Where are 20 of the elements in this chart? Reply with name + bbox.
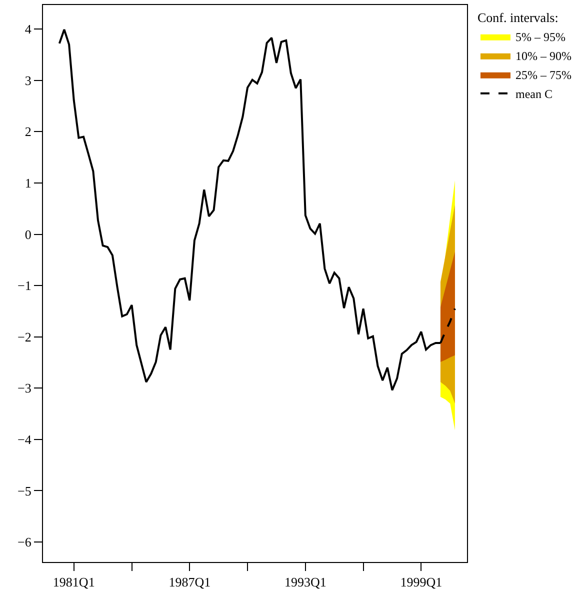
y-tick-label: −2 [18,329,32,344]
y-tick-label: 1 [24,176,32,191]
x-tick-label: 1987Q1 [168,574,211,590]
y-tick-label: −1 [18,278,32,294]
y-tick-label: −4 [18,432,32,447]
legend-label: 25% – 75% [515,68,572,82]
legend-label: 10% – 90% [515,49,572,64]
y-tick-label: 3 [24,72,32,88]
y-tick-label: −6 [18,534,32,550]
x-tick-label: 1981Q1 [52,574,95,590]
y-tick-label: −3 [18,380,32,396]
legend-label: 5% – 95% [515,30,566,44]
y-tick-label: 2 [24,124,32,140]
y-tick-label: 0 [24,226,32,242]
y-tick-label: 4 [24,22,32,37]
legend-title: Conf. intervals: [477,10,558,25]
y-tick-label: −5 [18,483,32,498]
legend-label: mean C [515,87,552,102]
x-tick-label: 1993Q1 [284,574,326,590]
x-tick-label: 1999Q1 [400,574,442,590]
